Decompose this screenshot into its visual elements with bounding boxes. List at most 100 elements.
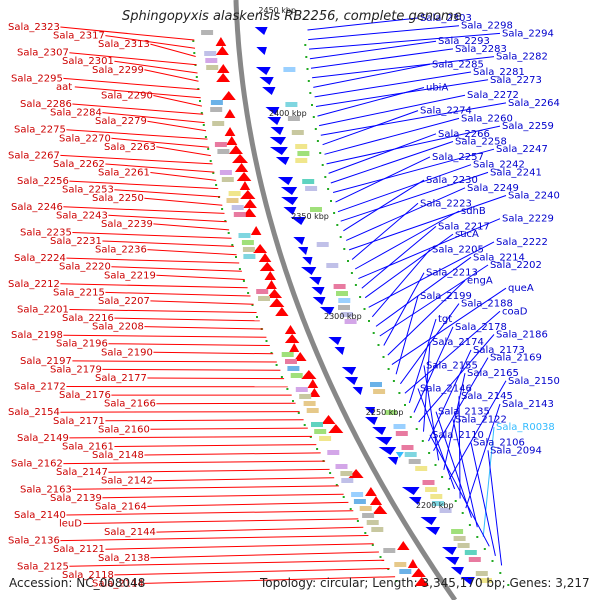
reverse-gene-arrow <box>290 217 306 225</box>
feature-block-left <box>290 373 303 378</box>
feature-block-right <box>326 263 339 268</box>
gene-label-left: Sala_2161 <box>62 442 114 453</box>
track-tick-dot <box>215 184 218 186</box>
feature-block-right <box>430 494 443 499</box>
gene-label-right: sucA <box>455 229 479 240</box>
track-tick-dot <box>404 404 406 406</box>
forward-gene-arrow <box>264 271 277 280</box>
gene-label-right: Sala_2173 <box>473 345 525 356</box>
scale-label: 2200 kbp <box>416 501 454 510</box>
feature-block-left <box>351 492 364 497</box>
gene-label-left: Sala_2236 <box>95 245 147 256</box>
track-tick-dot <box>349 508 352 510</box>
gene-label-left: Sala_2239 <box>101 219 153 230</box>
gene-label-left: Sala_2261 <box>98 168 150 179</box>
track-tick-dot <box>312 116 315 118</box>
gene-label-left: Sala_2149 <box>17 433 69 444</box>
rna-gene-marker <box>395 452 404 458</box>
gene-label-left: Sala_2313 <box>98 39 150 50</box>
track-tick-dot <box>305 56 308 58</box>
leader-line-left <box>153 223 230 231</box>
gene-label-left: Sala_2118 <box>62 570 114 581</box>
gene-label-right: Sala_2272 <box>467 90 519 101</box>
track-tick-dot <box>461 512 464 514</box>
feature-block-left <box>241 240 254 245</box>
leader-line-left <box>144 69 199 82</box>
forward-gene-arrow <box>221 91 236 100</box>
track-tick-dot <box>347 260 349 262</box>
track-tick-dot <box>468 524 471 526</box>
gene-label-left: Sala_2172 <box>14 382 66 393</box>
track-tick-dot <box>350 272 353 274</box>
reverse-gene-arrow <box>302 257 313 265</box>
feature-block-right <box>295 144 308 149</box>
gene-label-right: Sala_2143 <box>502 399 554 410</box>
gene-label-left: Sala_2142 <box>101 476 153 487</box>
track-tick-dot <box>209 160 212 162</box>
feature-block-right <box>370 382 382 387</box>
forward-gene-arrow <box>216 73 231 82</box>
leader-line-left <box>60 535 369 542</box>
leader-line-left <box>102 368 281 371</box>
track-tick-dot <box>270 352 273 354</box>
reverse-gene-arrow <box>372 427 387 435</box>
gene-label-left: Sala_2270 <box>59 133 111 144</box>
leader-line-left <box>114 444 317 447</box>
track-tick-dot <box>330 200 332 202</box>
reverse-gene-arrow <box>365 417 378 425</box>
gene-label-right: Sala_2258 <box>455 137 507 148</box>
leader-line-left <box>66 129 208 140</box>
gene-label-left: Sala_2267 <box>8 150 60 161</box>
gene-label-left: Sala_2323 <box>8 22 60 33</box>
leader-line-left <box>114 317 260 322</box>
leader-line-left <box>147 377 285 380</box>
feature-block-left <box>340 471 353 476</box>
gene-label-left: Sala_2215 <box>53 287 105 298</box>
gene-label-right: Sala_2293 <box>438 36 490 47</box>
leader-line-right <box>326 125 501 165</box>
track-tick-dot <box>224 220 227 222</box>
track-tick-dot <box>327 188 330 190</box>
gene-label-right: Sala_2240 <box>508 191 560 202</box>
feature-block-right <box>344 319 357 324</box>
forward-gene-arrow <box>372 505 388 514</box>
leader-line-right <box>310 48 454 69</box>
feature-block-right <box>338 305 350 310</box>
gene-label-right: Sala_2303 <box>420 13 472 24</box>
feature-block-left <box>287 366 300 371</box>
reverse-gene-arrow <box>309 277 322 285</box>
leader-line-right <box>423 365 440 461</box>
reverse-gene-arrow <box>262 87 276 95</box>
track-tick-dot <box>319 152 322 154</box>
reverse-gene-arrow <box>281 197 299 205</box>
gene-label-left: Sala_2224 <box>14 253 66 264</box>
gene-label-left: Sala_2253 <box>62 185 114 196</box>
reverse-gene-arrow <box>259 77 274 85</box>
gene-label-left: Sala_2299 <box>92 65 144 76</box>
forward-gene-arrow <box>217 64 230 73</box>
gene-label-right: Sala_2110 <box>432 430 484 441</box>
gene-tracks <box>192 0 510 600</box>
forward-gene-arrow <box>365 487 377 496</box>
leader-line-left <box>72 485 339 490</box>
reverse-gene-arrow <box>312 297 326 305</box>
forward-gene-arrow <box>266 289 283 298</box>
track-tick-dot <box>395 580 398 582</box>
leader-line-right <box>443 372 466 470</box>
feature-block-left <box>371 527 384 532</box>
feature-block-right <box>453 536 466 541</box>
leader-line-right <box>404 310 501 394</box>
feature-block-right <box>384 410 397 415</box>
gene-label-right: ubiA <box>426 83 448 94</box>
track-tick-dot <box>428 452 431 454</box>
feature-block-right <box>310 207 322 212</box>
leader-line-left <box>102 112 205 124</box>
gene-label-left: Sala_2171 <box>53 416 105 427</box>
forward-gene-arrow <box>259 262 275 271</box>
leader-line-left <box>114 60 198 74</box>
leader-line-right <box>408 318 437 404</box>
leader-line-left <box>150 43 196 57</box>
gene-label-left: Sala_2166 <box>104 399 156 410</box>
leader-line-right <box>470 442 496 557</box>
